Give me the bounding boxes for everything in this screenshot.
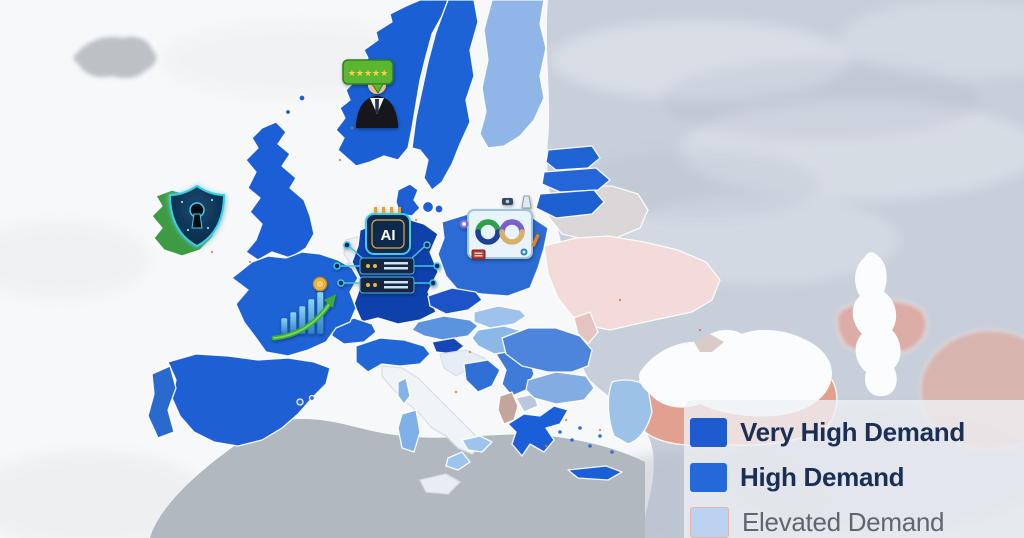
legend-item-very-high-demand: Very High Demand: [690, 410, 1024, 455]
devops-infinity-board-icon: [459, 195, 540, 260]
region-spain: [167, 353, 331, 447]
arrow-head: [324, 294, 336, 308]
region-sicily: [419, 473, 461, 495]
region-corsica: [397, 377, 411, 405]
legend-swatch-very-high: [690, 418, 727, 447]
region-shetland: [298, 94, 306, 102]
region-portugal: [147, 365, 177, 439]
region-uk: [245, 121, 315, 261]
rating-bubble-icon: ★★★★★: [342, 59, 394, 94]
region-sweden: [411, 0, 479, 191]
region-france: [231, 251, 359, 357]
region-aegean-islands: [558, 426, 614, 454]
flask-icon: [521, 195, 532, 209]
keyhole-slot: [191, 213, 203, 229]
region-bulgaria: [525, 371, 595, 405]
legend-label-very-high: Very High Demand: [740, 417, 965, 447]
legend-swatch-high: [690, 463, 727, 492]
region-finland: [479, 0, 547, 149]
region-denmark-island-2: [434, 204, 444, 214]
region-romania: [501, 327, 593, 373]
coastal-speckles: [210, 126, 702, 448]
ai-chip-servers-icon: AI: [333, 207, 441, 294]
region-black-sea: [639, 329, 832, 417]
legend-item-high-demand: High Demand: [690, 455, 1024, 500]
tie: [375, 99, 379, 113]
business-person-rating-icon: ★★★★★: [342, 59, 398, 128]
legend-label-elevated: Elevated Demand: [742, 507, 945, 537]
legend-label-high: High Demand: [740, 462, 905, 492]
region-caspian-sea: [852, 252, 901, 397]
ai-chip: [365, 213, 411, 255]
region-crete: [567, 465, 623, 481]
legend-swatch-elevated: [690, 507, 729, 538]
region-balearics: [296, 398, 304, 406]
legend-item-elevated-demand: Elevated Demand: [690, 500, 1024, 538]
region-italy-north: [355, 337, 431, 373]
chip-pins: [374, 207, 401, 215]
region-greece: [507, 405, 569, 457]
security-shield-icon: [168, 184, 226, 248]
pencil-icon: [531, 234, 540, 247]
region-denmark-island: [421, 200, 435, 214]
region-crimea: [694, 334, 724, 352]
region-turkey-west: [607, 379, 653, 445]
region-orkney: [284, 108, 292, 116]
growth-bar-chart-icon: [271, 276, 336, 341]
legend: Very High Demand High Demand Elevated De…: [684, 400, 1024, 538]
mini-screen: [471, 249, 486, 260]
region-ukraine: [543, 235, 721, 331]
region-latvia: [541, 167, 611, 193]
region-slovakia: [473, 305, 527, 329]
region-italy-heel: [461, 435, 493, 453]
region-austria: [411, 315, 479, 341]
region-bosnia: [463, 359, 501, 393]
region-north-macedonia: [515, 393, 539, 413]
region-slovenia: [431, 337, 465, 355]
infinity-loop: [475, 219, 525, 245]
region-italy-toe: [445, 451, 471, 471]
ai-chip-label: AI: [381, 227, 396, 244]
rating-stars: ★★★★★: [348, 69, 388, 79]
server-racks: [359, 257, 415, 294]
region-denmark: [395, 183, 421, 217]
region-lithuania: [535, 189, 605, 219]
region-iceland: [73, 36, 157, 78]
region-balearics-2: [308, 394, 316, 402]
region-sardinia: [397, 409, 421, 453]
region-czechia: [427, 287, 483, 315]
circuit-lines: [333, 241, 441, 287]
